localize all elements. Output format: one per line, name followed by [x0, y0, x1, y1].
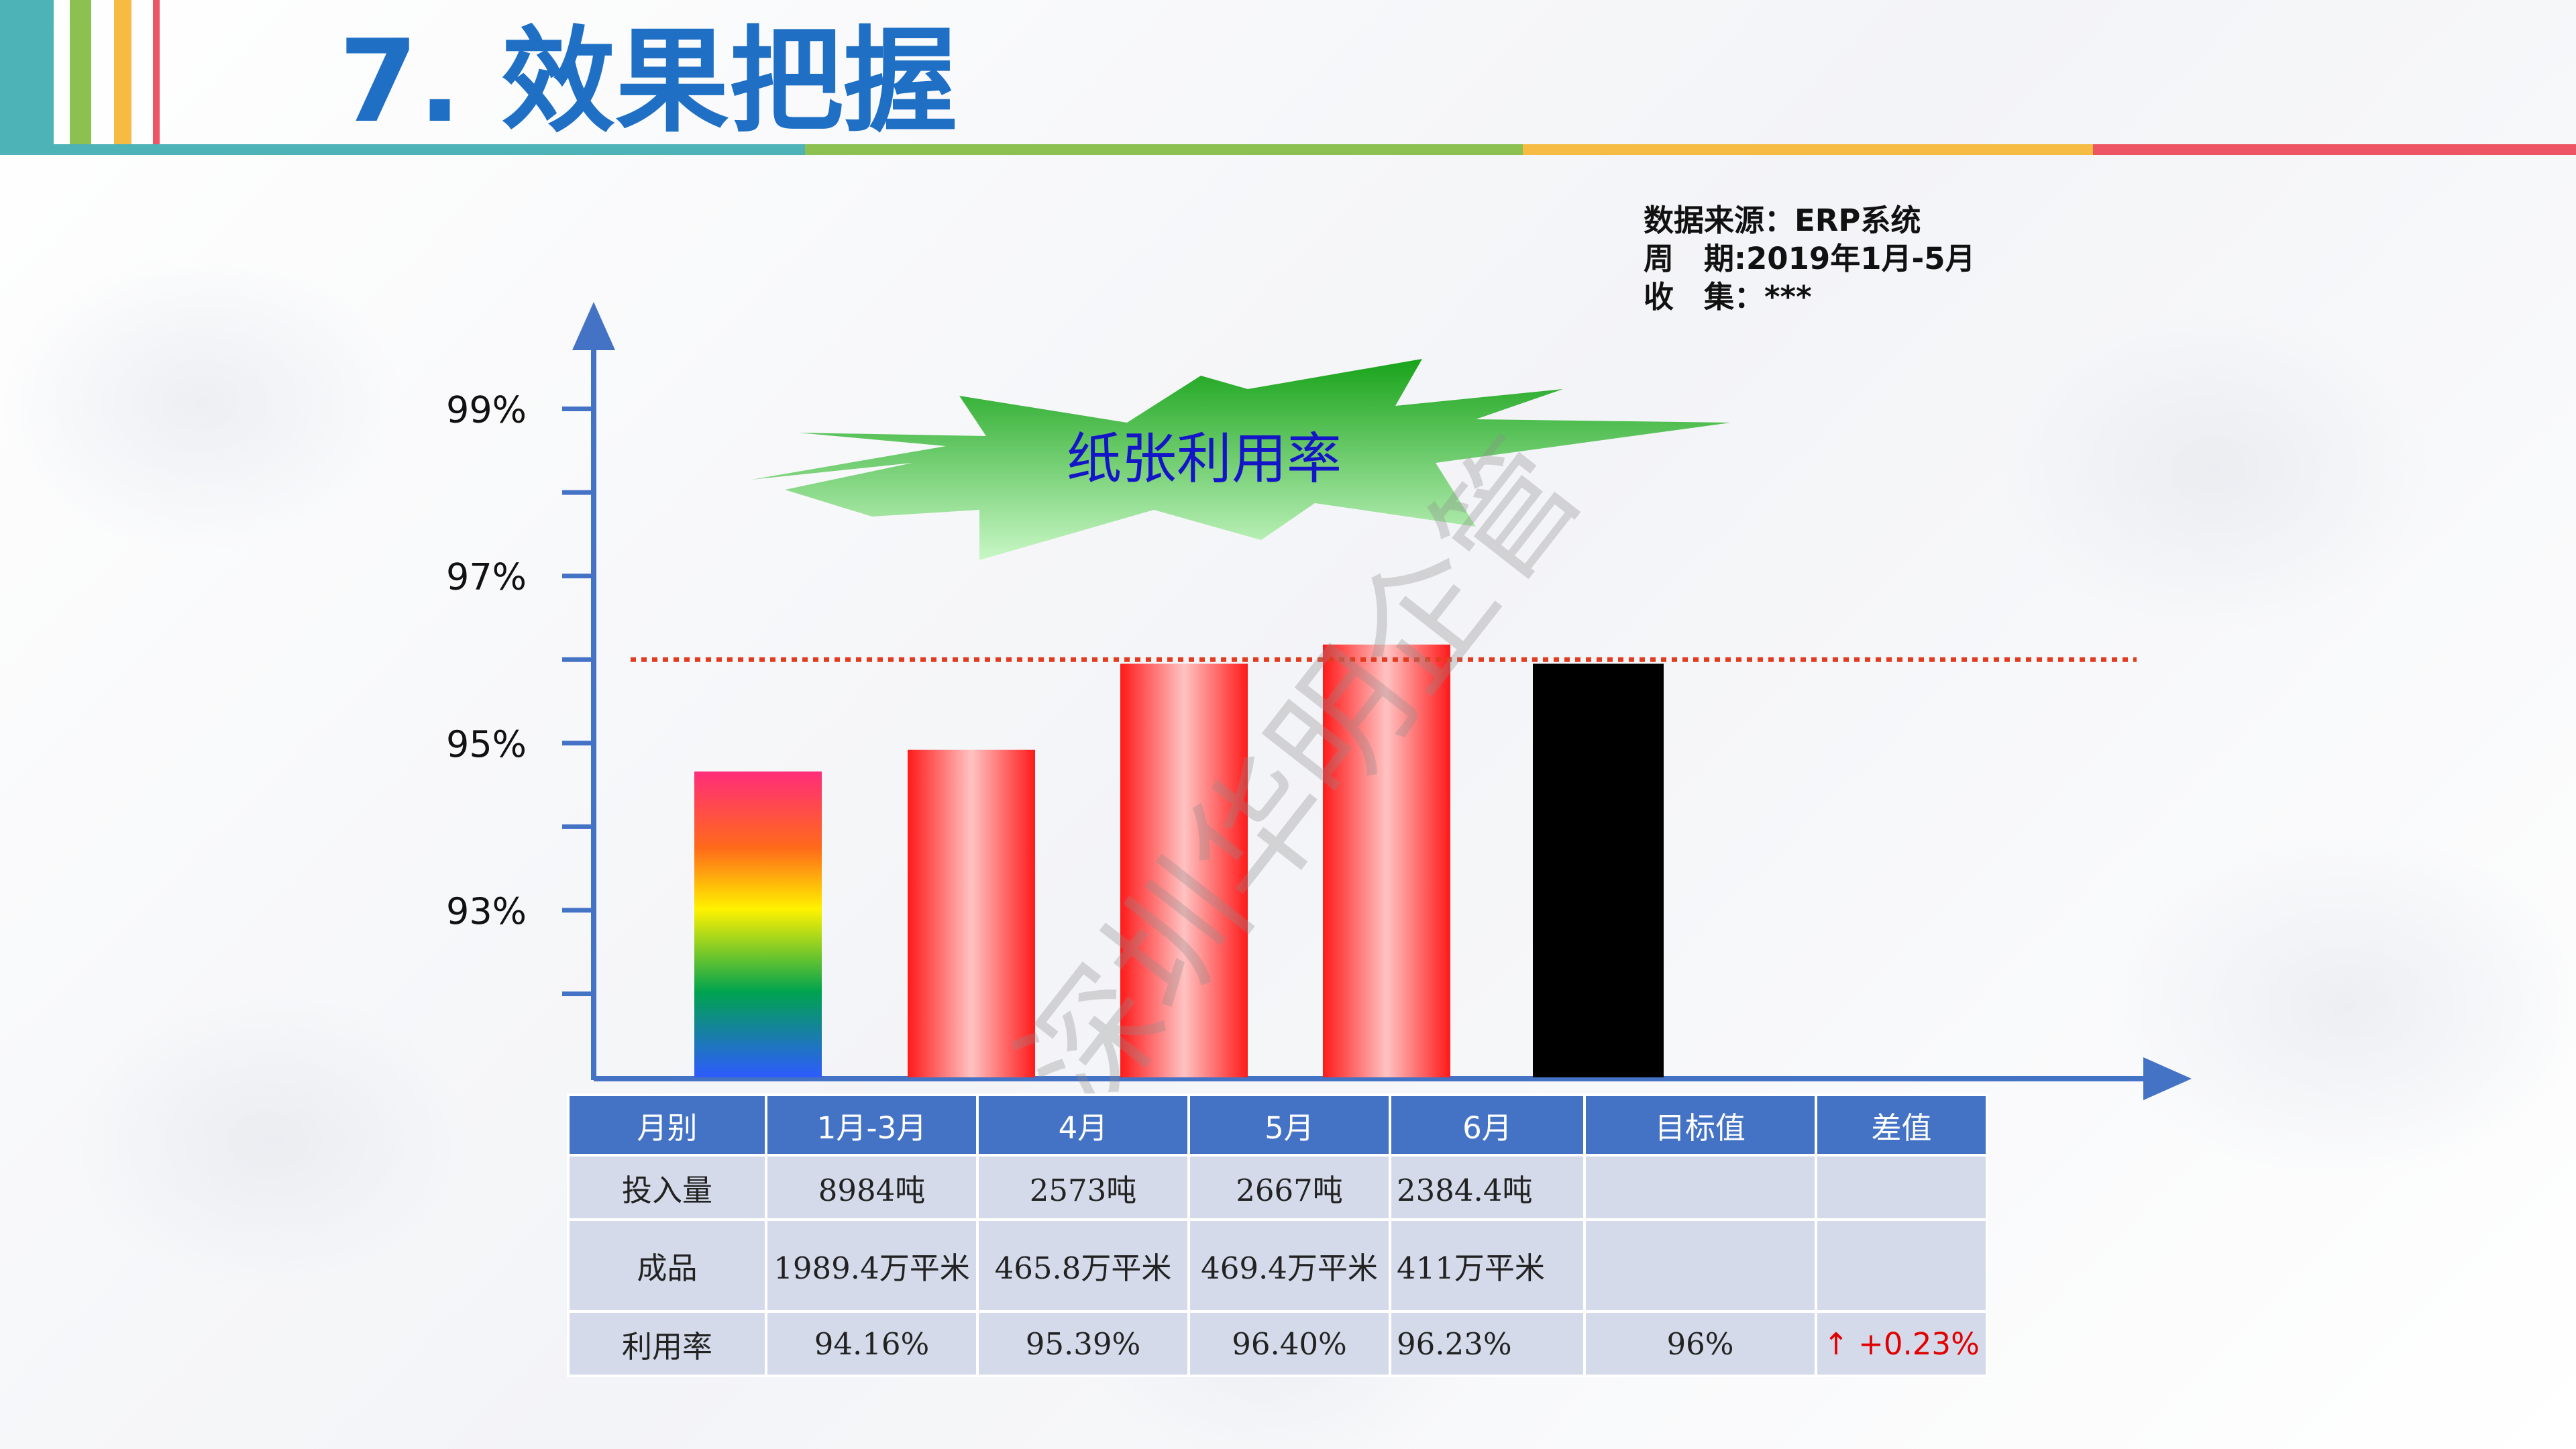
- table-cell: 96%: [1583, 1310, 1817, 1377]
- table-cell: 469.4万平米: [1187, 1218, 1391, 1313]
- header-diff: 差值: [1815, 1093, 1988, 1157]
- table-cell: 投入量: [567, 1154, 767, 1221]
- stripe-green: [70, 0, 91, 144]
- table-cell: [1583, 1218, 1817, 1313]
- table-cell: 94.16%: [765, 1310, 979, 1377]
- bar-1: [908, 749, 1035, 1077]
- y-tick-label: 93%: [446, 890, 527, 932]
- bars-group: [694, 644, 1664, 1077]
- table-cell: 96.23%: [1389, 1310, 1586, 1377]
- source-line-period: 周 期:2019年1月-5月: [1644, 241, 1976, 276]
- table-row: 成品 1989.4万平米 465.8万平米 469.4万平米 411万平米: [567, 1218, 1988, 1313]
- page-title: 7. 效果把握: [339, 15, 958, 148]
- bar-0: [694, 771, 822, 1077]
- table-cell: 利用率: [567, 1310, 767, 1377]
- table-cell: 2384.4吨: [1389, 1154, 1586, 1221]
- header-month: 月别: [567, 1093, 767, 1157]
- table-header-row: 月别 1月-3月 4月 5月 6月 目标值 差值: [567, 1093, 1988, 1157]
- header-jan-mar: 1月-3月: [765, 1093, 979, 1157]
- y-axis-ticks: 99% 97% 95% 93%: [446, 389, 594, 996]
- y-tick-label: 97%: [446, 556, 527, 598]
- table-cell: 成品: [567, 1218, 767, 1313]
- table-cell: 2667吨: [1187, 1154, 1391, 1221]
- header-target: 目标值: [1583, 1093, 1817, 1157]
- header-jun: 6月: [1389, 1093, 1586, 1157]
- table-cell: [1815, 1218, 1988, 1313]
- stripe-red: [153, 0, 160, 144]
- table-cell: 96.40%: [1187, 1310, 1391, 1377]
- source-line-system: 数据来源：ERP系统: [1644, 203, 1921, 238]
- starburst-shape: [751, 359, 1731, 560]
- stripe-teal: [0, 0, 54, 144]
- header-decoration-stripes: [0, 0, 168, 154]
- chart-title-badge: 纸张利用率: [751, 359, 1731, 560]
- bar-3: [1323, 644, 1450, 1077]
- bar-4: [1533, 663, 1664, 1077]
- table-cell: 95.39%: [976, 1310, 1190, 1377]
- table-cell: 2573吨: [976, 1154, 1190, 1221]
- header-may: 5月: [1187, 1093, 1391, 1157]
- table-row: 利用率 94.16% 95.39% 96.40% 96.23% 96% ↑ +0…: [567, 1310, 1988, 1377]
- table-row: 投入量 8984吨 2573吨 2667吨 2384.4吨: [567, 1154, 1988, 1221]
- y-tick-label: 99%: [446, 389, 527, 431]
- table-cell: 411万平米: [1389, 1218, 1586, 1313]
- table-cell: 465.8万平米: [976, 1218, 1190, 1313]
- bar-2: [1120, 663, 1248, 1077]
- y-tick-label: 95%: [446, 723, 527, 765]
- diff-cell: ↑ +0.23%: [1815, 1310, 1988, 1377]
- chart-title: 纸张利用率: [1067, 427, 1342, 491]
- table-cell: [1583, 1154, 1817, 1221]
- source-line-collector: 收 集：***: [1644, 279, 1812, 315]
- header-apr: 4月: [976, 1093, 1190, 1157]
- data-table: 月别 1月-3月 4月 5月 6月 目标值 差值 投入量 8984吨 2573吨…: [567, 1093, 1988, 1377]
- table-cell: 1989.4万平米: [765, 1218, 979, 1313]
- table-cell: [1815, 1154, 1988, 1221]
- stripe-yellow: [114, 0, 131, 144]
- title-underline: [0, 144, 2576, 155]
- data-source-note: 数据来源：ERP系统 周 期:2019年1月-5月 收 集：***: [1644, 201, 1976, 316]
- table-cell: 8984吨: [765, 1154, 979, 1221]
